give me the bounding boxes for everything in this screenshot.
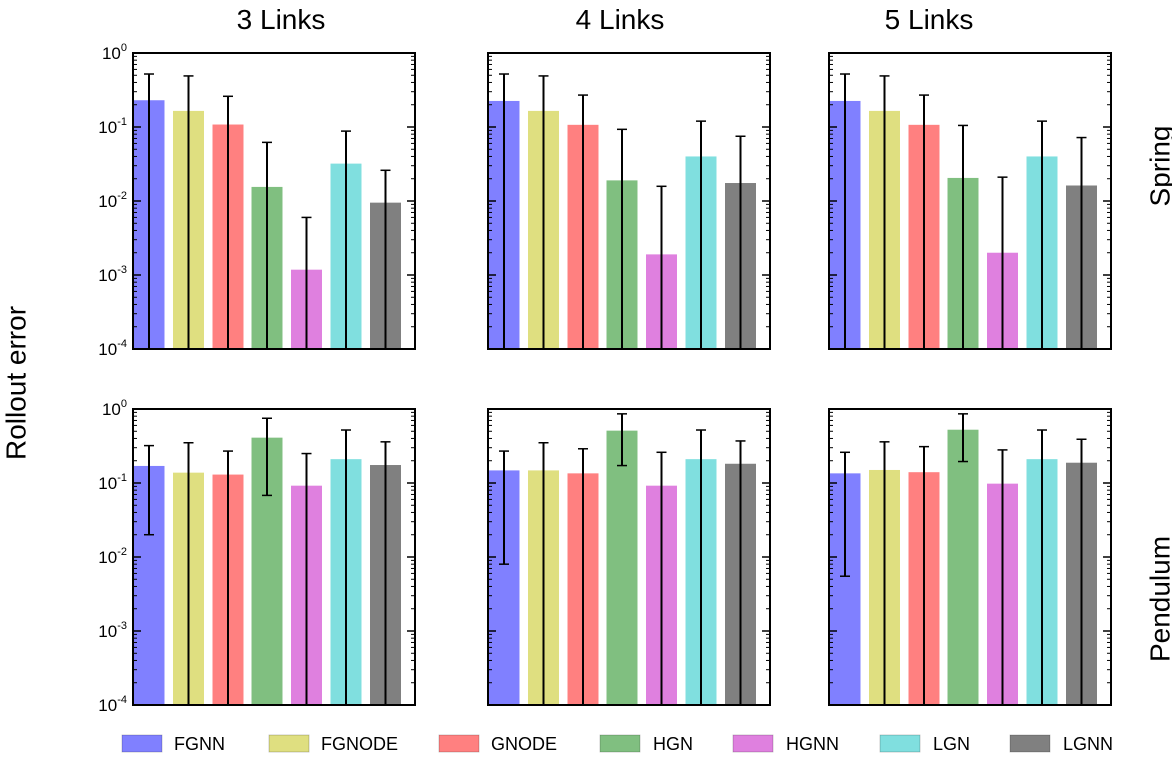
y-tick-exponent: -2 bbox=[117, 190, 127, 202]
y-tick-exponent: -4 bbox=[117, 694, 127, 706]
legend-label-hgn: HGN bbox=[653, 734, 693, 754]
legend-label-hgnn: HGNN bbox=[786, 734, 839, 754]
y-tick-exponent: -2 bbox=[117, 546, 127, 558]
axes-frame bbox=[487, 408, 771, 706]
y-tick-label: 10-4 bbox=[98, 694, 127, 715]
y-tick-exponent: -1 bbox=[117, 116, 127, 128]
row-label-spring: Spring bbox=[1144, 126, 1172, 207]
y-tick-base: 10 bbox=[98, 474, 117, 493]
y-tick-label: 10-2 bbox=[98, 546, 127, 567]
axes-frame bbox=[487, 52, 771, 350]
y-tick-exponent: -3 bbox=[117, 620, 127, 632]
legend-label-lgnn: LGNN bbox=[1063, 734, 1113, 754]
y-tick-exponent: 0 bbox=[121, 42, 127, 54]
panel-spring-5-links bbox=[828, 52, 1112, 350]
y-tick-label: 10-2 bbox=[98, 190, 127, 211]
y-tick-base: 10 bbox=[98, 118, 117, 137]
y-tick-label: 10-1 bbox=[98, 116, 127, 137]
y-tick-label: 100 bbox=[102, 42, 127, 63]
panel-pendulum-5-links bbox=[828, 408, 1112, 706]
column-title-3-links: 3 Links bbox=[237, 4, 326, 35]
y-tick-exponent: -4 bbox=[117, 338, 127, 350]
y-tick-base: 10 bbox=[98, 622, 117, 641]
y-tick-label: 10-4 bbox=[98, 338, 127, 359]
legend-swatch-gnode bbox=[438, 734, 480, 753]
row-label-pendulum: Pendulum bbox=[1144, 536, 1172, 662]
legend-swatch-fgnn bbox=[121, 734, 163, 753]
axes-frame bbox=[828, 408, 1112, 706]
axes-frame bbox=[828, 52, 1112, 350]
y-tick-base: 10 bbox=[102, 44, 121, 63]
legend-label-fgnn: FGNN bbox=[174, 734, 225, 754]
axes-frame bbox=[132, 52, 416, 350]
legend-label-lgn: LGN bbox=[933, 734, 970, 754]
y-tick-label: 10-3 bbox=[98, 620, 127, 641]
y-tick-label: 10-1 bbox=[98, 472, 127, 493]
legend-label-gnode: GNODE bbox=[491, 734, 557, 754]
y-tick-base: 10 bbox=[98, 340, 117, 359]
panel-spring-4-links bbox=[487, 52, 771, 350]
legend-swatch-lgn bbox=[879, 734, 921, 753]
y-tick-base: 10 bbox=[98, 696, 117, 715]
panel-pendulum-4-links bbox=[487, 408, 771, 706]
column-title-4-links: 4 Links bbox=[576, 4, 665, 35]
y-tick-exponent: -1 bbox=[117, 472, 127, 484]
axes-frame bbox=[132, 408, 416, 706]
y-tick-exponent: -3 bbox=[117, 264, 127, 276]
y-tick-base: 10 bbox=[102, 400, 121, 419]
legend: FGNN FGNODE GNODE HGN HGNN LGN LGNN bbox=[121, 734, 1113, 754]
bar-hgn bbox=[606, 430, 638, 705]
y-axis-label: Rollout error bbox=[0, 306, 31, 460]
y-tick-label: 100 bbox=[102, 398, 127, 419]
y-tick-base: 10 bbox=[98, 548, 117, 567]
column-titles: 3 Links 4 Links 5 Links bbox=[237, 4, 974, 35]
legend-swatch-lgnn bbox=[1009, 734, 1051, 753]
bar-hgn bbox=[947, 429, 979, 705]
y-tick-base: 10 bbox=[98, 266, 117, 285]
y-tick-base: 10 bbox=[98, 192, 117, 211]
y-tick-exponent: 0 bbox=[121, 398, 127, 410]
legend-label-fgnode: FGNODE bbox=[321, 734, 398, 754]
legend-swatch-hgnn bbox=[732, 734, 774, 753]
y-tick-label: 10-3 bbox=[98, 264, 127, 285]
legend-swatch-hgn bbox=[599, 734, 641, 753]
legend-swatch-fgnode bbox=[268, 734, 310, 753]
column-title-5-links: 5 Links bbox=[885, 4, 974, 35]
